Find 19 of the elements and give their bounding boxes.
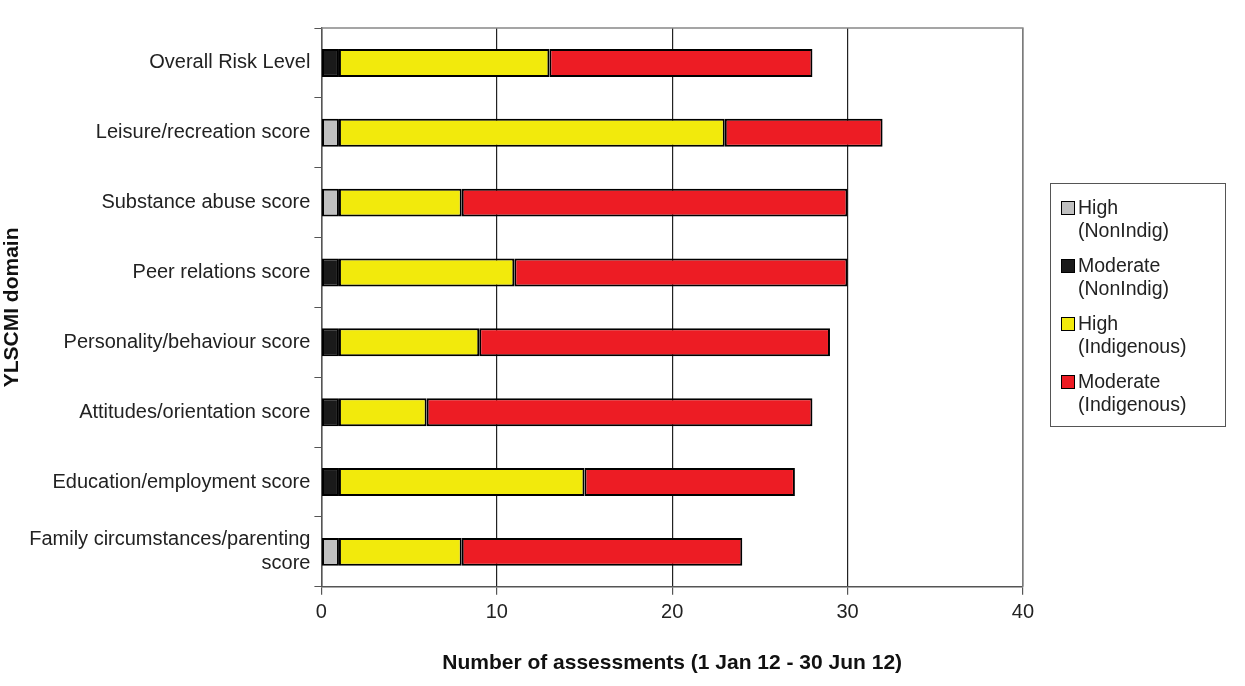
y-tick-label: Education/employment score [52, 469, 311, 492]
legend-label: High (NonIndig) [1078, 196, 1171, 242]
x-tick-label: 0 [315, 600, 327, 623]
y-axis-title: YLSCMI domain [0, 227, 23, 388]
y-tick-label: Personality/behaviour score [63, 329, 311, 352]
y-tick-label: Leisure/recreation score [95, 120, 311, 143]
legend-label: Moderate (NonIndig) [1078, 254, 1171, 300]
legend-label: Moderate (Indigenous) [1078, 370, 1188, 416]
y-tick-label: Substance abuse score [101, 190, 311, 213]
y-tick-label: Peer relations score [132, 259, 311, 282]
y-tick-label: Family circumstances/parenting score [29, 527, 311, 574]
x-tick-label: 30 [836, 600, 859, 623]
y-tick-label: Overall Risk Level [149, 50, 311, 73]
x-tick-label: 40 [1011, 600, 1034, 623]
legend-label: High (Indigenous) [1078, 312, 1188, 358]
y-tick-label: Attitudes/orientation score [79, 399, 311, 422]
x-axis-title: Number of assessments (1 Jan 12 - 30 Jun 12) [442, 650, 903, 674]
x-tick-label: 10 [485, 600, 508, 623]
x-tick-label: 20 [661, 600, 684, 623]
